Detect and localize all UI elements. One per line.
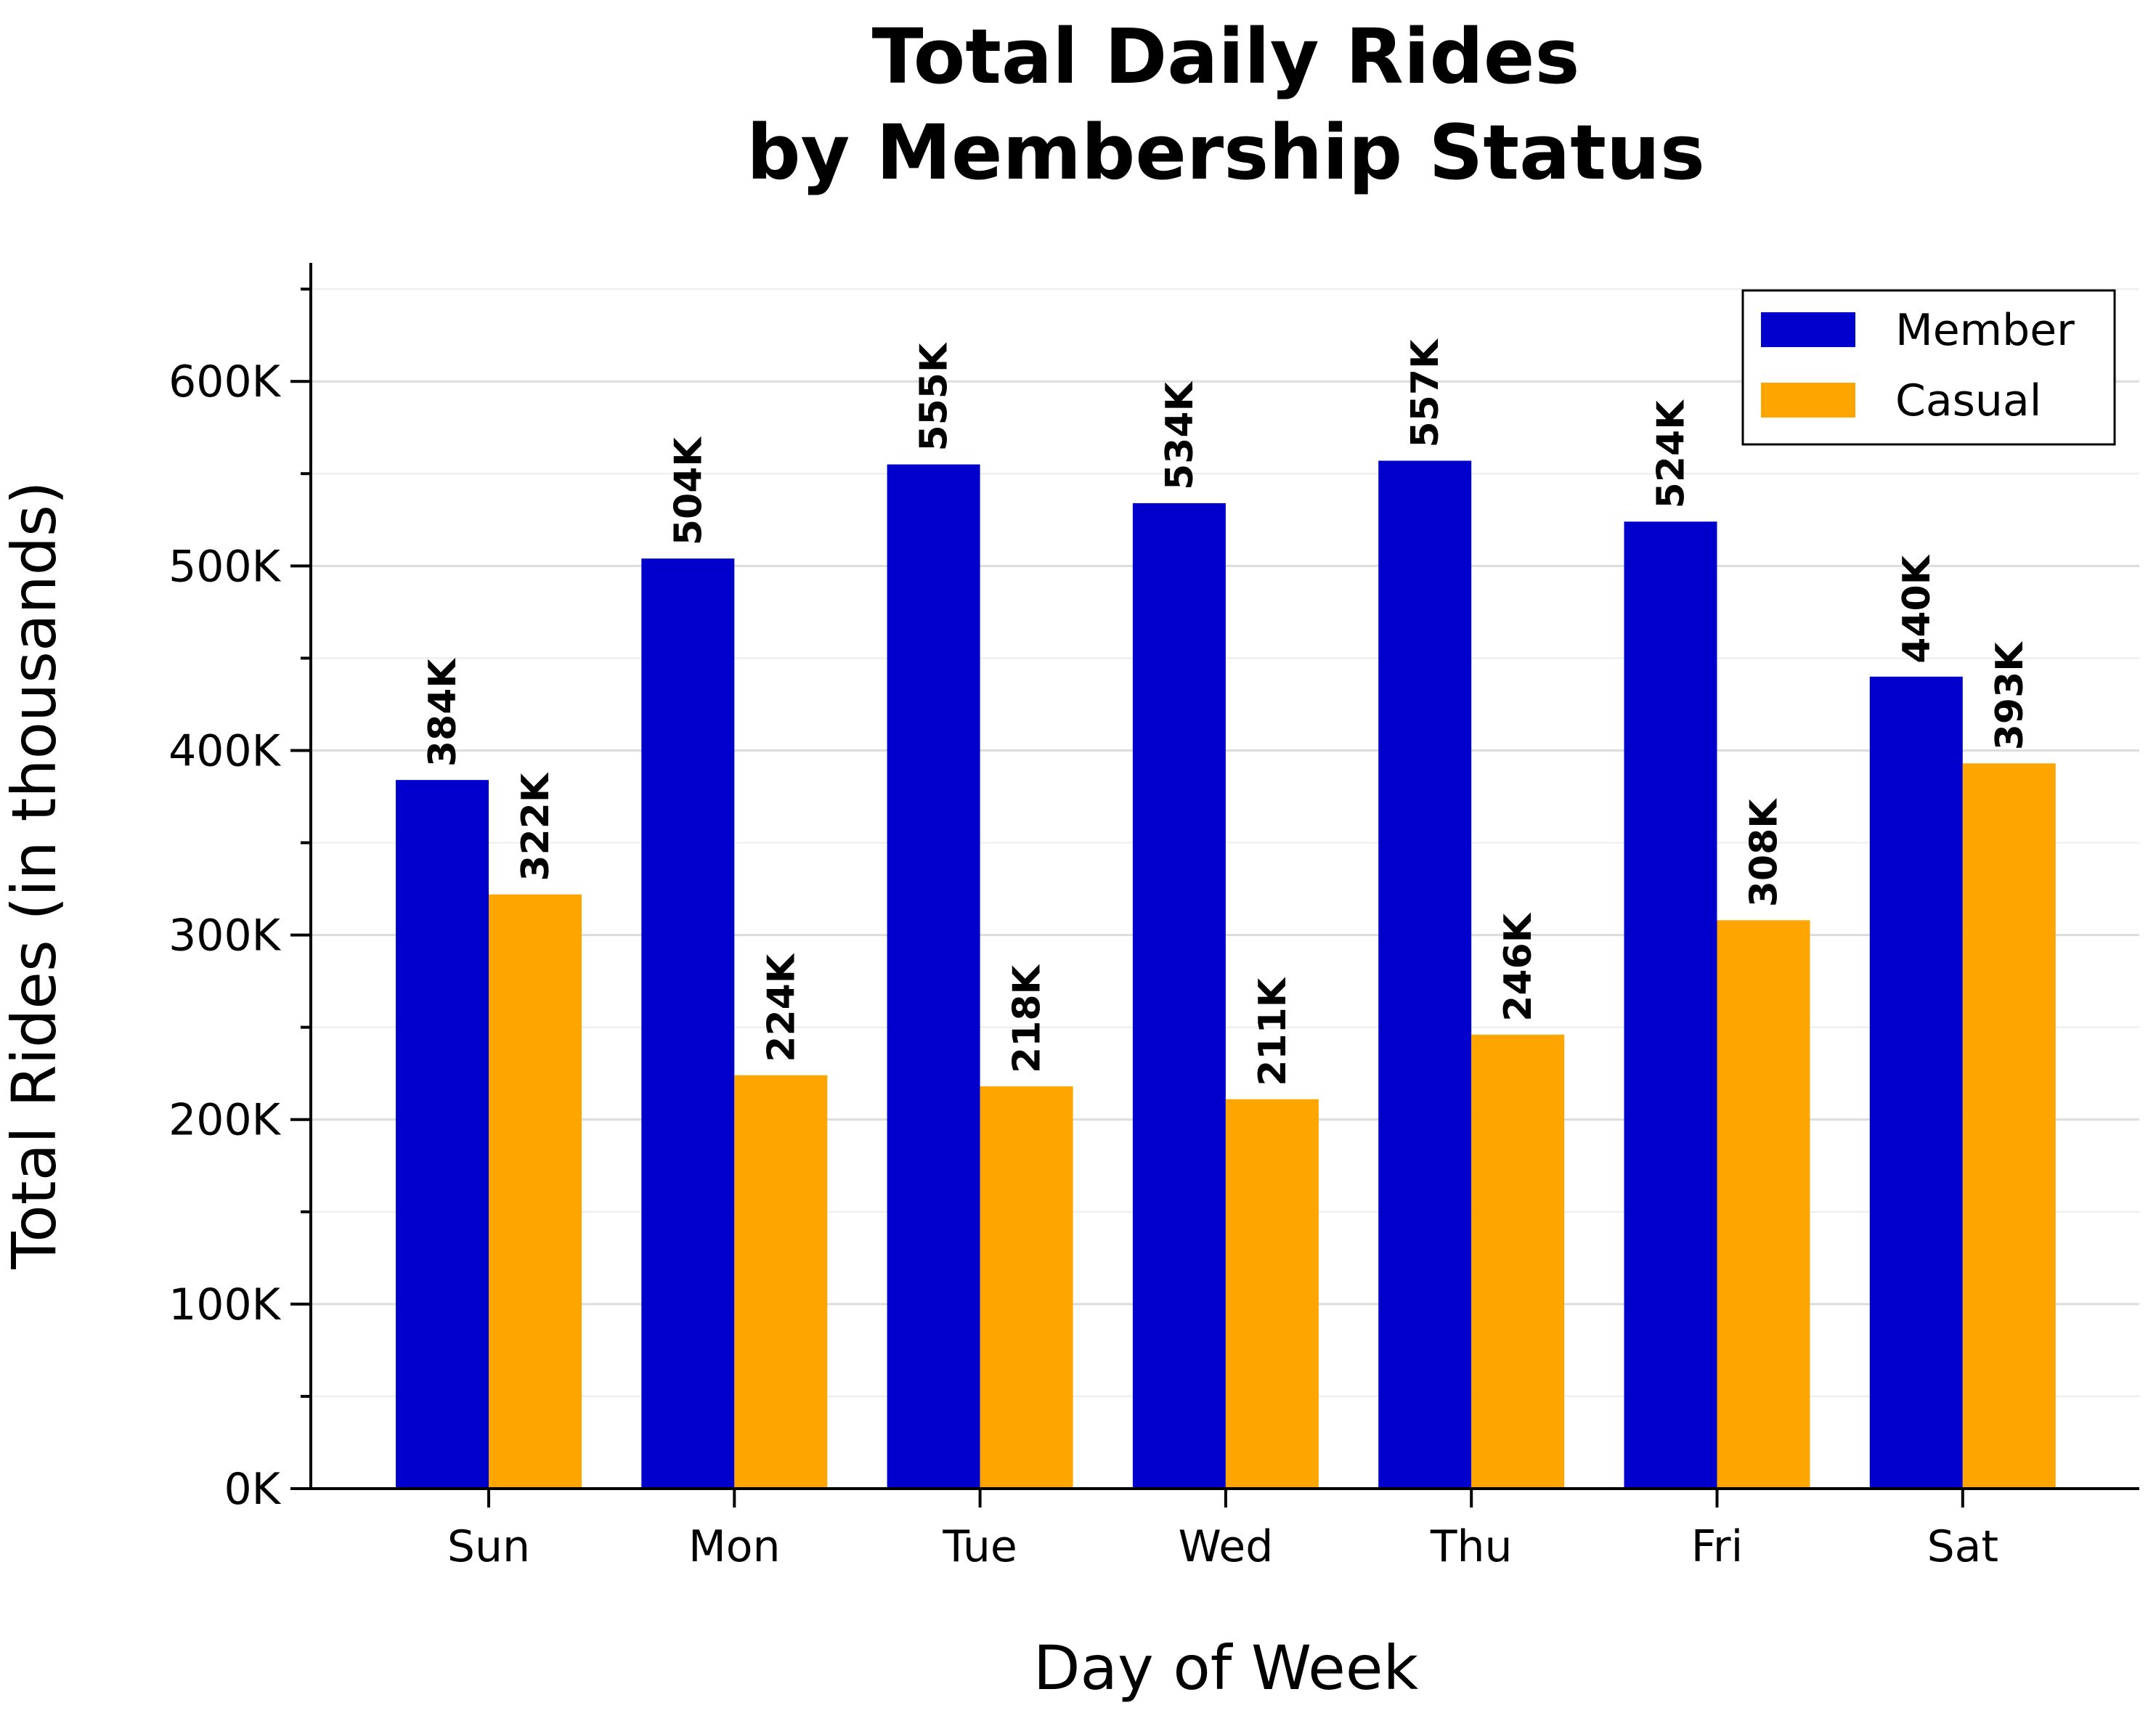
x-tick-label-sat: Sat (1927, 1521, 1998, 1572)
bars (396, 460, 2056, 1489)
value-label-member-sun: 384K (421, 658, 465, 768)
legend-label-casual: Casual (1895, 375, 2041, 426)
bar-member-thu (1378, 460, 1472, 1489)
chart-title-line-1: Total Daily Rides (872, 12, 1580, 101)
value-label-casual-sun: 322K (514, 772, 558, 882)
chart-title: Total Daily Rides by Membership Status (747, 12, 1705, 197)
bar-casual-wed (1225, 1099, 1319, 1489)
x-tick-label-tue: Tue (942, 1521, 1017, 1572)
bar-casual-sat (1962, 763, 2056, 1489)
value-label-member-wed: 534K (1158, 381, 1202, 490)
bar-member-wed (1132, 503, 1226, 1489)
value-label-casual-sat: 393K (1988, 641, 2032, 751)
value-label-casual-tue: 218K (1006, 964, 1049, 1073)
x-tick-label-mon: Mon (688, 1521, 781, 1572)
legend: Member Casual (1741, 289, 2116, 446)
y-axis-label: Total Rides (in thousands) (0, 481, 70, 1269)
legend-swatch-casual (1761, 383, 1855, 418)
y-tick-label: 0K (224, 1464, 281, 1515)
value-label-casual-mon: 224K (760, 953, 803, 1062)
bar-casual-tue (980, 1086, 1073, 1489)
legend-swatch-member (1761, 312, 1855, 347)
value-label-casual-thu: 246K (1497, 912, 1540, 1022)
value-labels: 384K 504K 555K 534K 557K 524K 440K 322K 224K 218K… (421, 338, 2032, 1086)
bar-member-sun (396, 780, 489, 1489)
value-label-casual-wed: 211K (1251, 977, 1295, 1086)
y-tick-label: 600K (168, 357, 282, 407)
bar-casual-mon (734, 1075, 828, 1489)
y-tick-label: 500K (168, 541, 282, 592)
y-tick-label: 100K (168, 1279, 282, 1330)
x-tick-label-fri: Fri (1691, 1521, 1743, 1572)
bar-casual-thu (1471, 1034, 1565, 1489)
bar-member-tue (887, 464, 980, 1489)
x-tick-label-thu: Thu (1430, 1521, 1513, 1572)
value-label-member-fri: 524K (1650, 399, 1693, 509)
value-label-member-mon: 504K (667, 436, 710, 546)
legend-label-member: Member (1895, 305, 2075, 356)
axes: 0K 100K 200K 300K 400K 500K 600K Sun Mon Tue Wed Th… (168, 263, 2139, 1572)
bar-member-sat (1869, 676, 1963, 1489)
bar-member-mon (641, 558, 735, 1489)
y-tick-label: 200K (168, 1095, 282, 1146)
bar-member-fri (1624, 521, 1717, 1489)
value-label-member-tue: 555K (913, 342, 956, 452)
value-label-member-sat: 440K (1895, 554, 1939, 664)
value-label-member-thu: 557K (1404, 338, 1447, 448)
x-axis-label: Day of Week (1033, 1632, 1419, 1704)
x-tick-label-sun: Sun (447, 1521, 530, 1572)
chart-title-line-2: by Membership Status (747, 108, 1705, 197)
y-tick-label: 300K (168, 911, 282, 961)
bar-casual-fri (1717, 920, 1810, 1489)
x-tick-label-wed: Wed (1178, 1521, 1273, 1572)
bar-casual-sun (489, 894, 582, 1489)
y-tick-label: 400K (168, 725, 282, 776)
value-label-casual-fri: 308K (1743, 798, 1786, 908)
